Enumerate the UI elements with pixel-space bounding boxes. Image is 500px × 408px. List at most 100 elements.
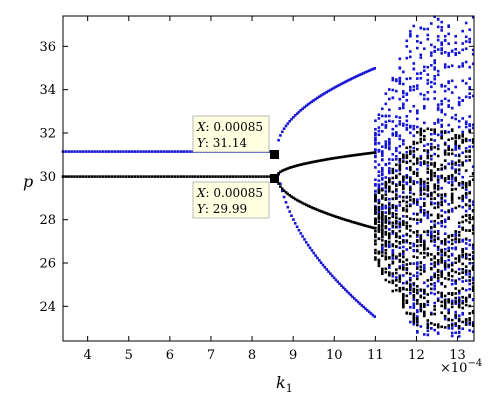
point-blue — [454, 48, 457, 51]
point-blue — [468, 123, 471, 126]
point-blue — [142, 150, 145, 153]
point-black — [402, 250, 405, 253]
point-black — [391, 280, 395, 284]
point-blue — [182, 150, 186, 153]
point-blue — [468, 87, 471, 91]
point-blue — [353, 76, 356, 79]
point-black — [374, 210, 377, 213]
point-blue — [419, 26, 423, 30]
point-black — [354, 221, 358, 225]
point-blue — [113, 150, 117, 153]
point-blue — [409, 276, 412, 280]
point-black — [362, 223, 365, 227]
point-blue — [419, 41, 423, 44]
x-tick-label: 12 — [408, 348, 425, 363]
x-exponent: ×10−4 — [440, 358, 482, 376]
point-blue — [388, 147, 391, 151]
point-blue — [416, 125, 419, 129]
point-black — [468, 214, 471, 217]
point-blue — [412, 306, 416, 309]
point-blue — [402, 252, 405, 256]
point-black — [450, 174, 454, 177]
point-blue — [405, 248, 409, 251]
point-black — [471, 251, 475, 254]
point-blue — [293, 114, 297, 117]
point-blue — [319, 261, 323, 264]
point-black — [468, 312, 471, 315]
point-blue — [321, 263, 325, 267]
point-blue — [402, 180, 405, 184]
point-blue — [395, 115, 398, 118]
point-black — [468, 269, 471, 273]
point-blue — [426, 33, 430, 37]
point-black — [416, 256, 419, 259]
point-blue — [356, 300, 360, 304]
point-blue — [325, 90, 328, 94]
point-blue — [440, 221, 443, 225]
point-blue — [173, 150, 177, 153]
point-black — [409, 234, 412, 238]
point-black — [351, 154, 354, 157]
point-black — [471, 178, 475, 181]
point-black — [371, 226, 375, 229]
point-blue — [416, 274, 419, 278]
point-blue — [398, 151, 402, 155]
point-black — [374, 196, 377, 200]
point-black — [412, 317, 416, 321]
point-black — [136, 175, 140, 178]
point-blue — [426, 73, 430, 76]
point-blue — [354, 75, 358, 78]
point-blue — [176, 150, 180, 153]
point-blue — [461, 42, 464, 45]
point-blue — [90, 150, 94, 153]
point-black — [292, 165, 295, 168]
point-black — [384, 198, 388, 201]
point-black — [426, 319, 430, 322]
point-blue — [450, 91, 454, 94]
point-blue — [405, 151, 409, 154]
point-black — [457, 300, 461, 303]
point-blue — [468, 139, 471, 142]
datatip-lower-y: Y: 29.99 — [197, 202, 247, 216]
point-black — [416, 285, 419, 288]
point-black — [430, 235, 433, 238]
point-blue — [440, 125, 443, 128]
point-blue — [374, 166, 377, 169]
point-blue — [440, 242, 443, 245]
point-black — [440, 249, 443, 252]
point-blue — [395, 78, 398, 81]
point-blue — [412, 124, 416, 128]
point-blue — [436, 229, 440, 233]
point-blue — [443, 247, 447, 251]
datatip-upper-marker — [270, 150, 279, 159]
point-black — [440, 220, 443, 223]
point-blue — [433, 202, 436, 205]
point-black — [173, 175, 177, 178]
point-black — [295, 198, 299, 202]
point-black — [443, 177, 447, 180]
point-black — [356, 222, 360, 225]
point-blue — [436, 103, 440, 106]
point-black — [391, 253, 395, 257]
point-black — [423, 188, 426, 191]
point-blue — [426, 284, 430, 288]
point-blue — [388, 266, 391, 269]
point-black — [377, 217, 381, 220]
point-blue — [402, 215, 405, 218]
point-black — [122, 175, 125, 178]
point-blue — [426, 91, 430, 94]
point-black — [113, 175, 117, 178]
point-black — [461, 268, 464, 271]
point-blue — [419, 325, 423, 328]
point-blue — [398, 204, 402, 207]
point-black — [433, 128, 436, 131]
point-black — [430, 147, 433, 150]
point-blue — [447, 123, 450, 127]
point-black — [436, 291, 440, 294]
point-blue — [426, 333, 430, 337]
point-black — [454, 300, 457, 304]
point-black — [416, 317, 419, 320]
point-blue — [433, 282, 436, 285]
point-blue — [450, 177, 454, 181]
point-blue — [282, 127, 286, 130]
